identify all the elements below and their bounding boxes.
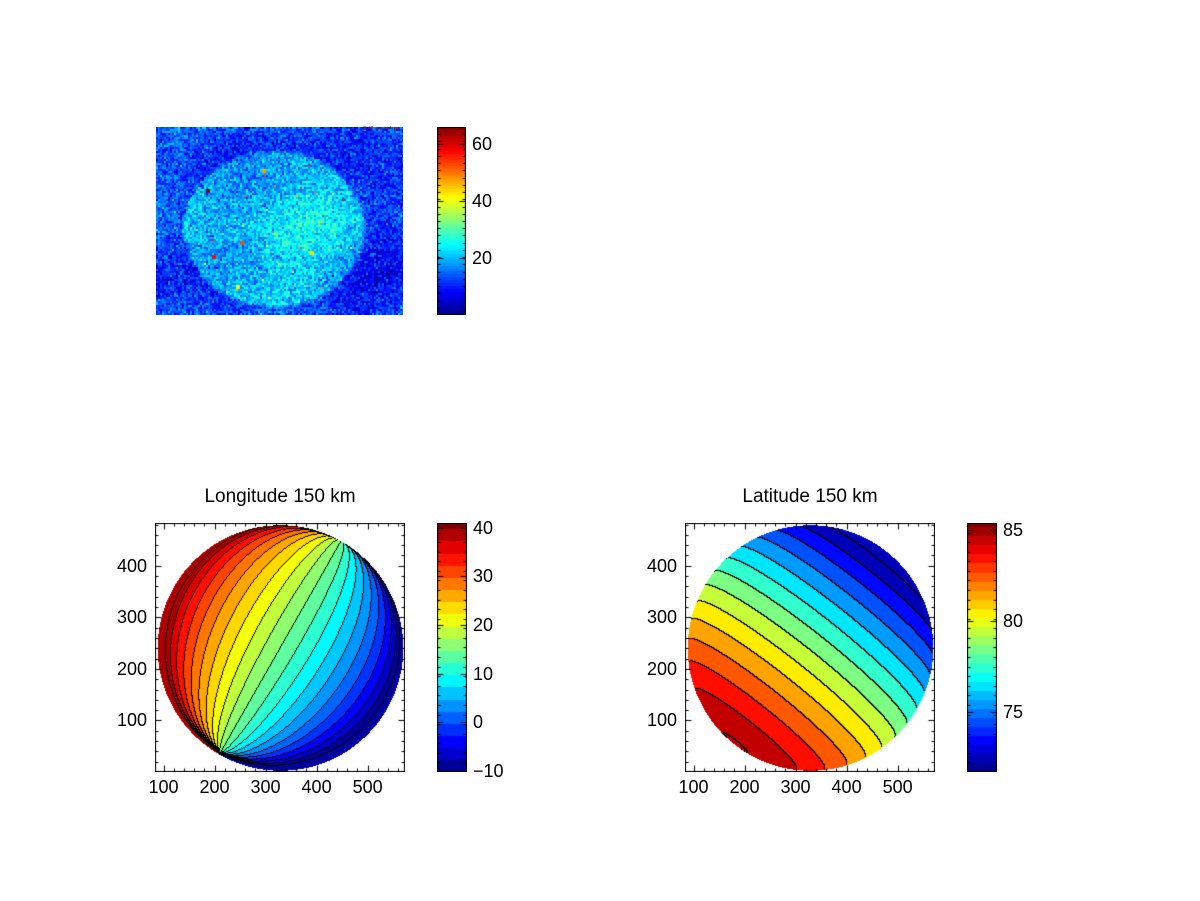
- colorbar-tick-label: 60: [472, 134, 493, 155]
- longitude-colorbar: [437, 523, 467, 772]
- x-axis-tick-label: 100: [678, 777, 709, 797]
- x-axis-tick-label: 200: [199, 777, 230, 797]
- y-axis-tick-label: 100: [646, 710, 677, 731]
- colorbar-tick-label: 40: [473, 517, 494, 538]
- colorbar-tick-label: 0: [473, 712, 484, 733]
- x-axis-tick-label: 100: [148, 777, 179, 797]
- latitude-contour-canvas: [685, 523, 935, 772]
- x-axis-tick-label: 400: [301, 777, 332, 797]
- x-axis-tick-label: 500: [352, 777, 383, 797]
- y-axis-tick-label: 400: [646, 555, 677, 576]
- colorbar-tick-label: 85: [1003, 520, 1024, 541]
- y-axis-tick-label: 100: [116, 710, 147, 731]
- y-axis-tick-label: 200: [646, 658, 677, 679]
- x-axis-tick-label: 500: [882, 777, 913, 797]
- colorbar-tick-label: 75: [1003, 702, 1024, 723]
- image-colorbar: [437, 127, 466, 315]
- noise-image-canvas: [156, 127, 403, 315]
- colorbar-tick-label: 20: [472, 248, 493, 269]
- colorbar-tick-label: 40: [472, 191, 493, 212]
- colorbar-tick-label: 80: [1003, 611, 1024, 632]
- x-axis-tick-label: 300: [250, 777, 281, 797]
- image-panel: 3/2-n-n/ua: [156, 125, 403, 315]
- corner-annotation: 3/2-n-n/ua: [362, 125, 399, 132]
- colorbar-tick-label: 20: [473, 615, 494, 636]
- y-axis-tick-label: 400: [116, 555, 147, 576]
- x-axis-tick-label: 400: [831, 777, 862, 797]
- colorbar-tick-label: 10: [473, 663, 494, 684]
- y-axis-tick-label: 300: [116, 607, 147, 628]
- longitude-contour-canvas: [155, 523, 405, 772]
- x-axis-tick-label: 300: [780, 777, 811, 797]
- longitude-title: Longitude 150 km: [204, 486, 356, 507]
- latitude-title: Latitude 150 km: [742, 486, 878, 507]
- x-axis-tick-label: 200: [729, 777, 760, 797]
- colorbar-tick-label: −10: [473, 761, 504, 782]
- y-axis-tick-label: 300: [646, 607, 677, 628]
- y-axis-tick-label: 200: [116, 658, 147, 679]
- latitude-colorbar: [967, 523, 997, 772]
- colorbar-tick-label: 30: [473, 566, 494, 587]
